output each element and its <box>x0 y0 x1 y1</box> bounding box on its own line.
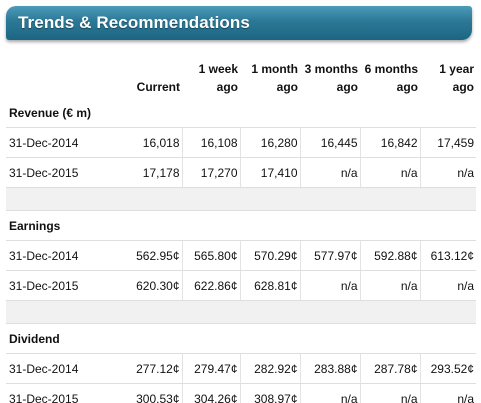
cell-current: 277.12¢ <box>118 353 182 384</box>
cell-current: 620.30¢ <box>118 270 182 301</box>
row-label: 31-Dec-2015 <box>6 383 118 403</box>
cell-1-month: 16,280 <box>239 127 300 158</box>
cell-current: 300.53¢ <box>118 383 182 403</box>
section-title: Earnings <box>6 210 476 241</box>
cell-6-months: n/a <box>359 383 420 403</box>
header-row: Current 1 week ago 1 month ago 3 months ago… <box>6 56 476 98</box>
cell-current: 16,018 <box>118 127 182 158</box>
table-row: 31-Dec-2015 620.30¢ 622.86¢ 628.81¢ n/a … <box>6 270 476 301</box>
cell-1-year: n/a <box>419 270 476 301</box>
section-header-revenue: Revenue (€ m) <box>6 98 476 128</box>
cell-1-month: 308.97¢ <box>239 383 300 403</box>
row-label: 31-Dec-2015 <box>6 270 118 301</box>
header-6-months: 6 months ago <box>364 62 418 94</box>
cell-1-week: 304.26¢ <box>181 383 240 403</box>
cell-3-months: n/a <box>299 383 360 403</box>
row-label: 31-Dec-2014 <box>6 127 118 158</box>
cell-1-week: 565.80¢ <box>181 240 240 271</box>
cell-3-months: n/a <box>299 157 360 188</box>
cell-3-months: 16,445 <box>299 127 360 158</box>
cell-1-month: 282.92¢ <box>239 353 300 384</box>
cell-1-year: 293.52¢ <box>419 353 476 384</box>
cell-1-week: 622.86¢ <box>181 270 240 301</box>
cell-6-months: 287.78¢ <box>359 353 420 384</box>
header-1-week: 1 week ago <box>198 62 238 94</box>
cell-3-months: 577.97¢ <box>299 240 360 271</box>
trends-table: Current 1 week ago 1 month ago 3 months ago… <box>6 56 476 403</box>
cell-1-year: 17,459 <box>419 127 476 158</box>
row-label: 31-Dec-2014 <box>6 240 118 271</box>
table-row: 31-Dec-2014 277.12¢ 279.47¢ 282.92¢ 283.… <box>6 353 476 384</box>
cell-6-months: 16,842 <box>359 127 420 158</box>
section-spacer <box>6 187 476 211</box>
header-1-year: 1 year ago <box>439 62 474 94</box>
section-header-earnings: Earnings <box>6 210 476 241</box>
section-spacer <box>6 300 476 324</box>
cell-current: 17,178 <box>118 157 182 188</box>
cell-6-months: n/a <box>359 157 420 188</box>
cell-current: 562.95¢ <box>118 240 182 271</box>
header-blank <box>6 56 118 98</box>
row-label: 31-Dec-2015 <box>6 157 118 188</box>
cell-1-month: 17,410 <box>239 157 300 188</box>
header-3-months: 3 months ago <box>304 62 358 94</box>
cell-1-week: 279.47¢ <box>181 353 240 384</box>
cell-1-month: 570.29¢ <box>239 240 300 271</box>
cell-1-month: 628.81¢ <box>239 270 300 301</box>
row-label: 31-Dec-2014 <box>6 353 118 384</box>
cell-1-week: 16,108 <box>181 127 240 158</box>
cell-1-year: n/a <box>419 383 476 403</box>
header-1-month: 1 month ago <box>251 62 298 94</box>
section-banner: Trends & Recommendations <box>6 6 472 40</box>
table-row: 31-Dec-2015 17,178 17,270 17,410 n/a n/a… <box>6 157 476 188</box>
header-current: Current <box>136 80 180 94</box>
cell-1-year: 613.12¢ <box>419 240 476 271</box>
section-title: Revenue (€ m) <box>6 98 476 128</box>
table-row: 31-Dec-2014 562.95¢ 565.80¢ 570.29¢ 577.… <box>6 240 476 271</box>
cell-3-months: n/a <box>299 270 360 301</box>
cell-1-week: 17,270 <box>181 157 240 188</box>
cell-1-year: n/a <box>419 157 476 188</box>
panel-title: Trends & Recommendations <box>18 13 250 32</box>
cell-6-months: n/a <box>359 270 420 301</box>
table-row: 31-Dec-2014 16,018 16,108 16,280 16,445 … <box>6 127 476 158</box>
section-header-dividend: Dividend <box>6 323 476 354</box>
cell-3-months: 283.88¢ <box>299 353 360 384</box>
table-row: 31-Dec-2015 300.53¢ 304.26¢ 308.97¢ n/a … <box>6 383 476 403</box>
section-title: Dividend <box>6 323 476 354</box>
cell-6-months: 592.88¢ <box>359 240 420 271</box>
